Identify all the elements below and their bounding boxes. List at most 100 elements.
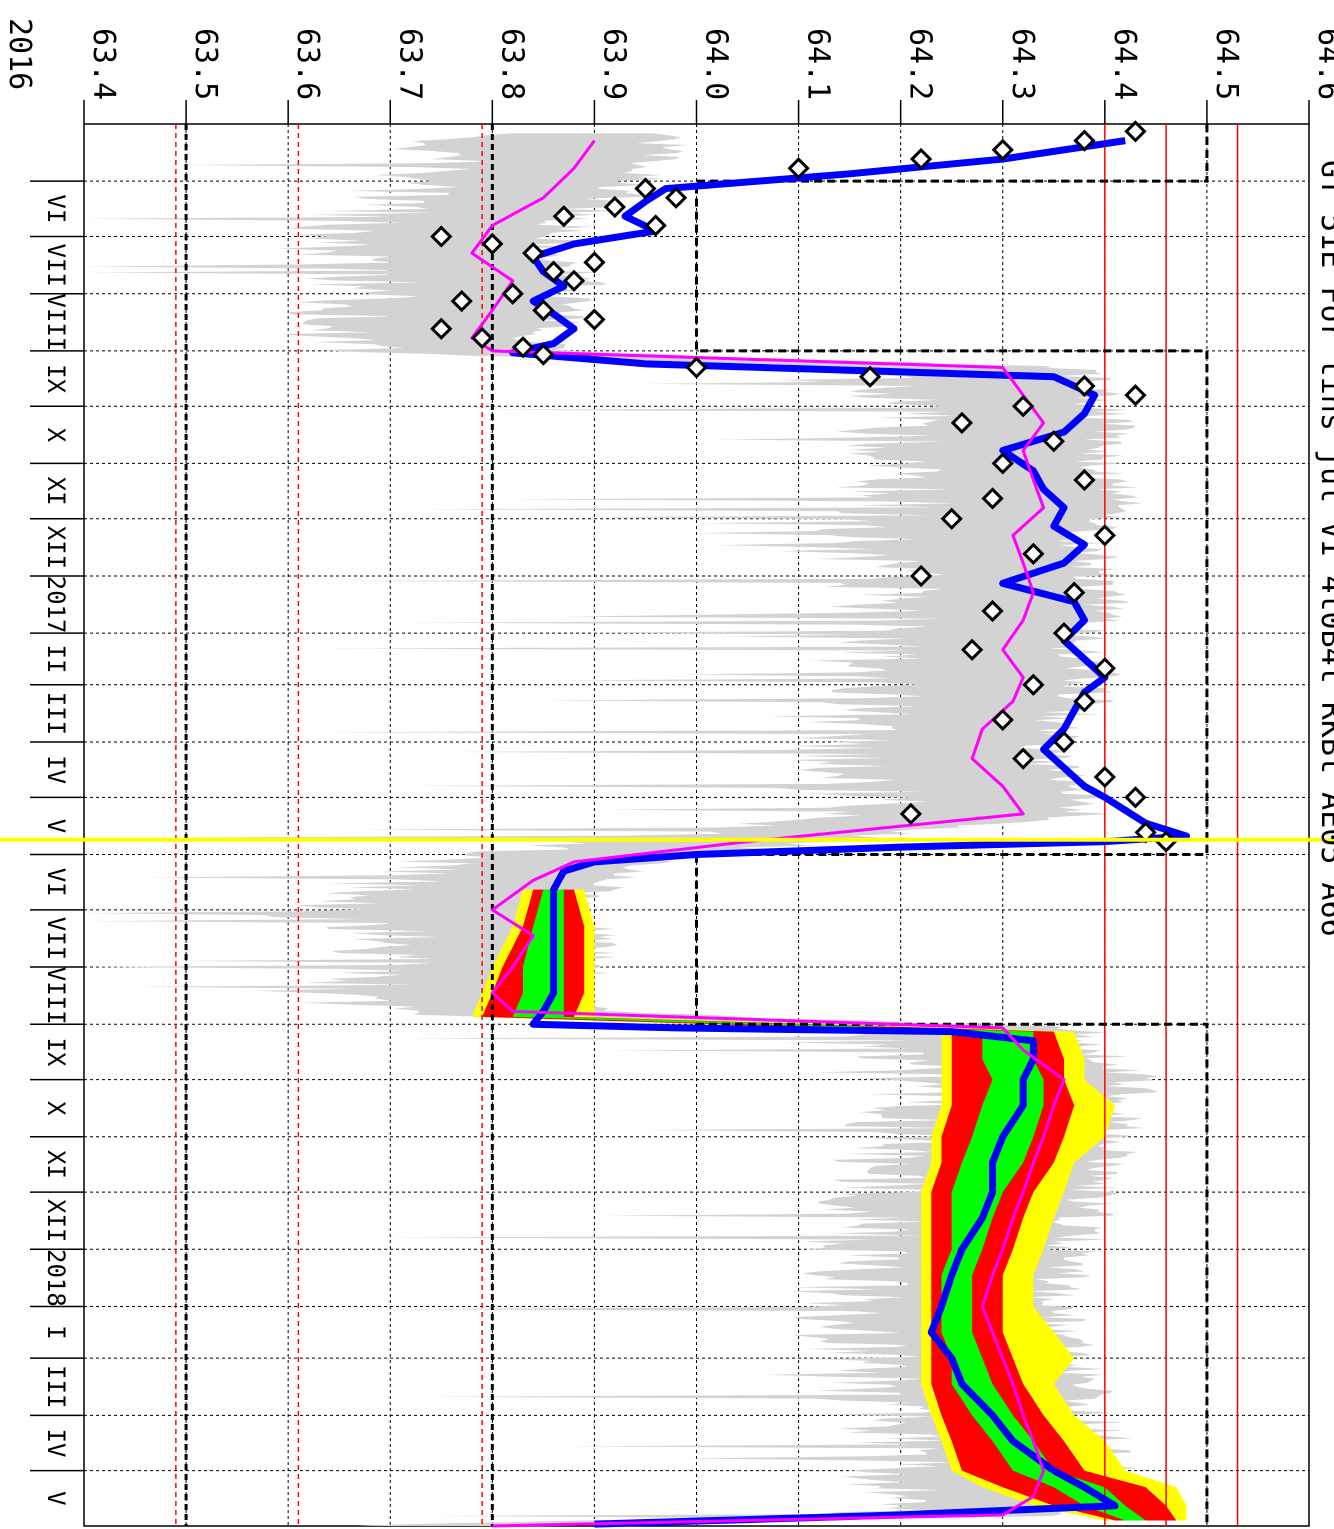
marker-25 xyxy=(858,365,882,388)
y-tick-label-9: 64.3 xyxy=(1005,28,1040,100)
x-tick-label-18: XII xyxy=(42,1199,70,1242)
x-tick-label-22: IV xyxy=(42,1429,70,1458)
marker-12 xyxy=(522,242,545,265)
marker-9 xyxy=(644,214,667,237)
x-tick-label-2: VIII xyxy=(42,293,70,351)
spread-area xyxy=(84,133,1160,1527)
series-model xyxy=(470,139,1066,1528)
y-tick-label-3: 63.7 xyxy=(392,28,427,100)
y-tick-label-2: 63.6 xyxy=(290,28,325,100)
marker-0 xyxy=(1124,120,1147,143)
x-tick-labels: VIVIIVIIIIXXXIXII2017IIIIIIVVVIVIIVIIIIX… xyxy=(30,180,84,1506)
marker-24 xyxy=(685,356,708,379)
x-tick-label-8: II xyxy=(42,645,70,674)
marker-44 xyxy=(1073,690,1096,713)
marker-48 xyxy=(1093,765,1116,789)
ensemble-spread xyxy=(84,133,1160,1527)
y-tick-label-7: 64.1 xyxy=(801,28,836,100)
marker-22 xyxy=(511,336,535,359)
y-tick-labels: 63.4 63.5 63.6 63.7 63.8 63.9 64.0 64.1 64.2 64.3… xyxy=(83,28,1334,124)
marker-8 xyxy=(552,205,575,228)
x-tick-label-6: XII xyxy=(42,526,70,569)
marker-4 xyxy=(787,157,810,180)
marker-11 xyxy=(481,232,504,256)
marker-35 xyxy=(1093,524,1116,547)
y-tick-label-6: 64.0 xyxy=(699,28,734,100)
marker-23 xyxy=(532,343,555,366)
marker-38 xyxy=(1063,581,1086,604)
x-tick-label-10: IV xyxy=(42,755,70,784)
marker-45 xyxy=(991,708,1014,731)
x-tick-label-19: 2018 xyxy=(42,1249,70,1307)
marker-33 xyxy=(981,487,1004,510)
ensemble-bands xyxy=(471,889,1187,1521)
x-tick-label-9: III xyxy=(42,692,70,735)
x-tick-label-5: XI xyxy=(42,477,70,506)
marker-13 xyxy=(583,251,606,274)
marker-36 xyxy=(1022,542,1045,565)
x-tick-label-12: VI xyxy=(42,868,70,897)
band-inner xyxy=(512,889,1146,1521)
marker-20 xyxy=(430,317,453,340)
reference-lines xyxy=(175,124,1239,1526)
y-tick-label-1: 63.5 xyxy=(188,28,223,100)
y-tick-label-5: 63.9 xyxy=(596,28,631,100)
marker-43 xyxy=(1022,673,1045,696)
marker-3 xyxy=(909,147,933,171)
y-tick-label-0: 63.4 xyxy=(86,28,121,100)
series-observed xyxy=(509,137,1190,1528)
marker-16 xyxy=(501,282,524,305)
marker-15 xyxy=(562,269,586,292)
marker-39 xyxy=(981,599,1004,623)
x-tick-label-14: VIII xyxy=(42,967,70,1025)
x-tick-label-21: III xyxy=(42,1365,70,1408)
marker-17 xyxy=(450,289,473,313)
marker-5 xyxy=(634,177,657,200)
marker-29 xyxy=(950,411,974,434)
x-tick-label-17: XI xyxy=(42,1150,70,1179)
x-tick-label-15: IX xyxy=(42,1037,70,1066)
x-tick-label-23: V xyxy=(42,1491,70,1505)
marker-10 xyxy=(430,225,453,248)
y-tick-label-12: 64.6 xyxy=(1311,28,1334,100)
marker-40 xyxy=(1052,622,1076,645)
y-tick-label-11: 64.5 xyxy=(1209,28,1244,100)
x-start-label: 2016 xyxy=(2,18,37,90)
marker-50 xyxy=(899,802,922,826)
marker-14 xyxy=(542,260,565,283)
marker-32 xyxy=(1073,468,1096,492)
y-tick-label-8: 64.2 xyxy=(903,28,938,100)
chart-header-text: GT 51E For tins jul VI 4t0B4t RKBt AE05 … xyxy=(1314,160,1334,937)
marker-46 xyxy=(1052,730,1076,754)
marker-27 xyxy=(1124,384,1147,407)
plot-area xyxy=(0,120,1334,1528)
y-tick-label-10: 64.4 xyxy=(1107,28,1142,100)
x-tick-label-11: V xyxy=(42,819,70,833)
marker-26 xyxy=(1073,374,1096,398)
marker-30 xyxy=(1042,430,1065,453)
marker-7 xyxy=(603,195,626,219)
marker-21 xyxy=(471,326,494,350)
target-line xyxy=(695,124,1209,1526)
y-tick-label-4: 63.8 xyxy=(494,28,529,100)
marker-41 xyxy=(961,638,984,661)
marker-34 xyxy=(940,507,963,530)
observation-markers xyxy=(430,120,1178,853)
marker-18 xyxy=(532,299,555,322)
marker-28 xyxy=(1012,395,1035,418)
x-tick-label-7: 2017 xyxy=(42,576,70,634)
x-tick-label-4: X xyxy=(42,428,70,443)
marker-2 xyxy=(991,138,1014,161)
marker-1 xyxy=(1073,129,1096,152)
marker-6 xyxy=(664,186,688,209)
marker-37 xyxy=(909,564,933,588)
marker-47 xyxy=(1012,747,1035,770)
target-schedule xyxy=(695,124,1209,1526)
x-tick-label-1: VII xyxy=(42,243,70,286)
x-tick-label-20: I xyxy=(42,1325,70,1339)
marker-19 xyxy=(583,308,606,331)
x-tick-label-0: VI xyxy=(42,194,70,223)
x-tick-label-16: X xyxy=(42,1101,70,1116)
x-tick-label-3: IX xyxy=(42,364,70,393)
